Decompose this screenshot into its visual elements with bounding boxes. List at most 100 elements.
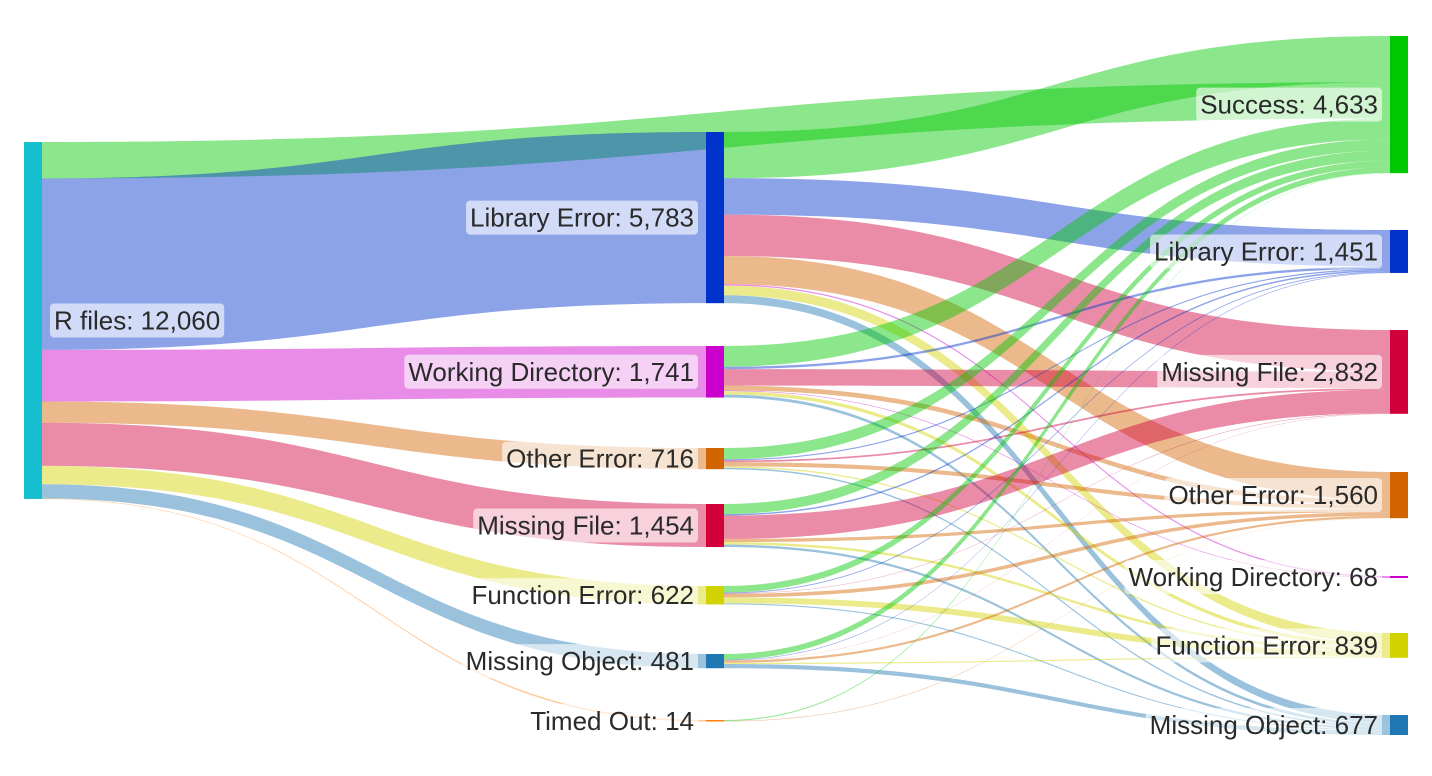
sankey-link-s_oth-t_oth[interactable] bbox=[724, 462, 1390, 509]
sankey-link-s_fn-t_mo[interactable] bbox=[724, 603, 1390, 731]
sankey-label-bg-t_wd bbox=[1124, 560, 1382, 595]
sankey-link-s_lib-t_wd[interactable] bbox=[724, 284, 1390, 578]
sankey-link-s_lib-t_oth[interactable] bbox=[724, 256, 1390, 501]
sankey-label-bg-s_mf bbox=[473, 508, 698, 543]
sankey-link-s_mf-t_lib[interactable] bbox=[724, 269, 1390, 516]
sankey-link-s_mo-t_oth[interactable] bbox=[724, 515, 1390, 663]
sankey-node-s_mf[interactable] bbox=[706, 504, 724, 548]
sankey-label-text-t_fn: Function Error: 839 bbox=[1155, 630, 1378, 660]
sankey-link-s_mf-t_suc[interactable] bbox=[724, 150, 1390, 515]
sankey-link-s_oth-t_fn[interactable] bbox=[724, 466, 1390, 649]
sankey-node-src[interactable] bbox=[24, 142, 42, 499]
sankey-link-s_fn-t_fn[interactable] bbox=[724, 597, 1390, 657]
sankey-label-s_mf: Missing File: 1,454 bbox=[473, 508, 698, 543]
sankey-label-text-t_wd: Working Directory: 68 bbox=[1129, 562, 1379, 592]
sankey-labels: R files: 12,060 Library Error: 5,783 Worki… bbox=[50, 87, 1382, 743]
sankey-link-s_wd-t_lib[interactable] bbox=[724, 266, 1390, 370]
sankey-label-bg-s_lib bbox=[466, 200, 698, 235]
sankey-label-t_suc: Success: 4,633 bbox=[1196, 87, 1382, 122]
sankey-link-s_oth-t_mo[interactable] bbox=[724, 467, 1390, 728]
sankey-link-s_wd-t_fn[interactable] bbox=[724, 391, 1390, 647]
sankey-node-s_lib[interactable] bbox=[706, 132, 724, 304]
sankey-label-t_lib: Library Error: 1,451 bbox=[1150, 234, 1382, 269]
sankey-link-s_fn-t_lib[interactable] bbox=[724, 271, 1390, 594]
sankey-link-s_lib-t_mo[interactable] bbox=[724, 295, 1390, 723]
sankey-label-bg-t_mo bbox=[1145, 708, 1382, 743]
sankey-label-t_oth: Other Error: 1,560 bbox=[1164, 478, 1382, 513]
sankey-link-s_fn-t_suc[interactable] bbox=[724, 160, 1390, 593]
sankey-link-s_wd-t_oth[interactable] bbox=[724, 385, 1390, 505]
sankey-node-t_lib[interactable] bbox=[1390, 230, 1408, 273]
sankey-label-t_fn: Function Error: 839 bbox=[1151, 628, 1382, 663]
sankey-label-bg-s_fn bbox=[467, 578, 698, 613]
sankey-link-src-s_lib[interactable] bbox=[42, 132, 706, 350]
sankey-link-s_mo-t_lib[interactable] bbox=[724, 272, 1390, 661]
sankey-link-s_mf-t_mf[interactable] bbox=[724, 389, 1390, 539]
sankey-label-text-s_lib: Library Error: 5,783 bbox=[470, 203, 694, 233]
sankey-label-text-t_lib: Library Error: 1,451 bbox=[1154, 236, 1378, 266]
sankey-link-s_fn-t_mf[interactable] bbox=[724, 413, 1390, 594]
sankey-label-s_to: Timed Out: 14 bbox=[526, 703, 698, 738]
sankey-label-text-src: R files: 12,060 bbox=[54, 305, 220, 335]
sankey-link-s_wd-t_suc[interactable] bbox=[724, 118, 1390, 367]
sankey-link-s_oth-t_mf[interactable] bbox=[724, 388, 1390, 463]
sankey-label-bg-s_oth bbox=[502, 441, 698, 476]
sankey-label-s_fn: Function Error: 622 bbox=[467, 578, 698, 613]
sankey-label-text-t_mo: Missing Object: 677 bbox=[1150, 710, 1378, 740]
sankey-node-t_mf[interactable] bbox=[1390, 330, 1408, 414]
sankey-link-src-s_to[interactable] bbox=[42, 498, 706, 722]
sankey-link-s_mf-t_oth[interactable] bbox=[724, 509, 1390, 543]
sankey-node-t_fn[interactable] bbox=[1390, 633, 1408, 658]
sankey-label-t_mf: Missing File: 2,832 bbox=[1157, 354, 1382, 389]
sankey-label-bg-src bbox=[50, 303, 225, 338]
sankey-link-s_fn-t_oth[interactable] bbox=[724, 512, 1390, 598]
sankey-label-text-s_oth: Other Error: 716 bbox=[506, 444, 694, 474]
sankey-label-text-t_oth: Other Error: 1,560 bbox=[1168, 480, 1378, 510]
sankey-node-s_mo[interactable] bbox=[706, 654, 724, 669]
sankey-link-s_mf-t_fn[interactable] bbox=[724, 542, 1390, 651]
sankey-node-t_wd[interactable] bbox=[1390, 576, 1408, 579]
sankey-link-s_lib-t_fn[interactable] bbox=[724, 285, 1390, 643]
sankey-node-t_mo[interactable] bbox=[1390, 715, 1408, 736]
sankey-nodes bbox=[24, 36, 1408, 736]
sankey-label-text-t_suc: Success: 4,633 bbox=[1200, 90, 1378, 120]
sankey-label-s_oth: Other Error: 716 bbox=[502, 441, 698, 476]
sankey-link-s_to-t_suc[interactable] bbox=[724, 172, 1390, 721]
sankey-link-s_mo-t_mf[interactable] bbox=[724, 413, 1390, 661]
sankey-link-s_lib-t_suc[interactable] bbox=[724, 36, 1390, 179]
sankey-node-s_oth[interactable] bbox=[706, 448, 724, 470]
sankey-label-bg-t_suc bbox=[1196, 87, 1382, 122]
sankey-link-src-s_mo[interactable] bbox=[42, 484, 706, 669]
sankey-link-s_lib-t_mf[interactable] bbox=[724, 214, 1390, 372]
sankey-node-t_suc[interactable] bbox=[1390, 36, 1408, 174]
sankey-link-s_mo-t_suc[interactable] bbox=[724, 167, 1390, 660]
sankey-node-s_wd[interactable] bbox=[706, 346, 724, 398]
sankey-label-text-s_mo: Missing Object: 481 bbox=[466, 646, 694, 676]
sankey-link-s_mf-t_mo[interactable] bbox=[724, 544, 1390, 730]
sankey-label-s_lib: Library Error: 5,783 bbox=[466, 200, 698, 235]
sankey-label-text-t_mf: Missing File: 2,832 bbox=[1161, 357, 1378, 387]
sankey-link-s_mo-t_mo[interactable] bbox=[724, 664, 1390, 736]
sankey-label-s_mo: Missing Object: 481 bbox=[461, 644, 698, 679]
sankey-node-s_fn[interactable] bbox=[706, 586, 724, 605]
sankey-label-t_mo: Missing Object: 677 bbox=[1145, 708, 1382, 743]
sankey-label-bg-s_mo bbox=[461, 644, 698, 679]
sankey-label-bg-t_mf bbox=[1157, 354, 1382, 389]
sankey-label-text-s_to: Timed Out: 14 bbox=[530, 706, 694, 736]
sankey-link-s_oth-t_suc[interactable] bbox=[724, 139, 1390, 460]
sankey-link-src-s_fn[interactable] bbox=[42, 465, 706, 605]
sankey-link-s_wd-t_wd[interactable] bbox=[724, 390, 1390, 579]
sankey-link-s_to-t_oth[interactable] bbox=[724, 518, 1390, 722]
sankey-node-s_to[interactable] bbox=[706, 720, 724, 722]
sankey-node-t_oth[interactable] bbox=[1390, 472, 1408, 519]
sankey-label-bg-t_lib bbox=[1150, 234, 1382, 269]
sankey-label-bg-t_oth bbox=[1164, 478, 1382, 513]
sankey-label-t_wd: Working Directory: 68 bbox=[1124, 560, 1382, 595]
sankey-link-src-t_suc[interactable] bbox=[42, 82, 1390, 179]
sankey-label-src: R files: 12,060 bbox=[50, 303, 225, 338]
sankey-link-s_wd-t_mo[interactable] bbox=[724, 394, 1390, 726]
sankey-label-bg-s_to bbox=[526, 703, 698, 738]
sankey-link-s_oth-t_lib[interactable] bbox=[724, 268, 1390, 461]
sankey-label-s_wd: Working Directory: 1,741 bbox=[404, 354, 698, 389]
